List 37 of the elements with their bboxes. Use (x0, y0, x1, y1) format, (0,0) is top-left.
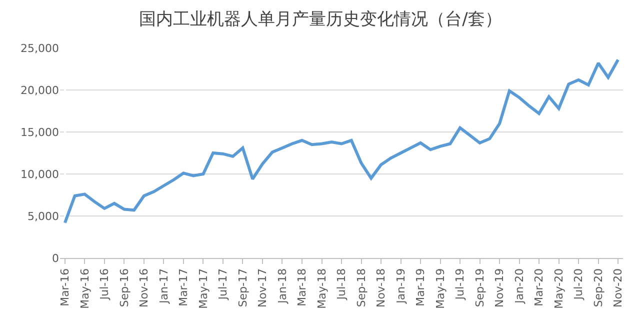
x-tick-label: May-19 (434, 268, 447, 309)
x-tick-label: Jul-16 (98, 268, 112, 301)
x-tick-label: Mar-16 (58, 268, 72, 306)
x-tick-label: Nov-19 (493, 268, 506, 308)
chart-title: 国内工业机器人单月产量历史变化情况（台/套） (139, 10, 502, 30)
x-tick-label: Mar-17 (177, 268, 190, 306)
y-tick-label: 15,000 (20, 126, 59, 139)
x-tick-label: Nov-20 (612, 268, 625, 308)
x-tick-label: Mar-18 (296, 268, 309, 306)
y-tick-label: 0 (52, 252, 59, 265)
x-tick-label: Jul-18 (335, 268, 348, 301)
x-tick-label: Mar-20 (532, 268, 546, 306)
x-tick-label: Jul-20 (572, 268, 586, 301)
x-tick-label: Jan-17 (157, 268, 170, 304)
x-tick-label: Jul-17 (216, 268, 230, 301)
x-tick-label: May-20 (552, 268, 566, 309)
x-tick-label: Nov-18 (374, 268, 388, 308)
x-tick-label: Sep-20 (592, 268, 605, 308)
x-tick-label: Jan-20 (512, 268, 526, 304)
x-tick-label: Sep-18 (354, 268, 368, 308)
line-series (63, 58, 620, 224)
y-tick-label: 25,000 (20, 42, 59, 55)
y-tick-label: 5,000 (28, 210, 59, 223)
x-tick-label: Mar-19 (414, 268, 428, 306)
x-tick-label: Nov-16 (138, 268, 151, 308)
x-tick-label: May-17 (196, 268, 210, 309)
y-tick-label: 10,000 (20, 168, 59, 181)
x-tick-label: Jan-18 (276, 268, 289, 304)
x-tick-label: Jan-19 (394, 268, 408, 304)
y-tick-label: 20,000 (20, 84, 59, 97)
x-tick-label: Sep-19 (473, 268, 486, 308)
x-tick-label: Sep-17 (236, 268, 250, 308)
x-tick-label: Nov-17 (256, 268, 270, 308)
x-tick-label: May-18 (315, 268, 328, 309)
x-tick-label: Sep-16 (118, 268, 131, 308)
x-tick-label: May-16 (78, 268, 92, 309)
x-tick-label: Jul-19 (454, 268, 467, 301)
